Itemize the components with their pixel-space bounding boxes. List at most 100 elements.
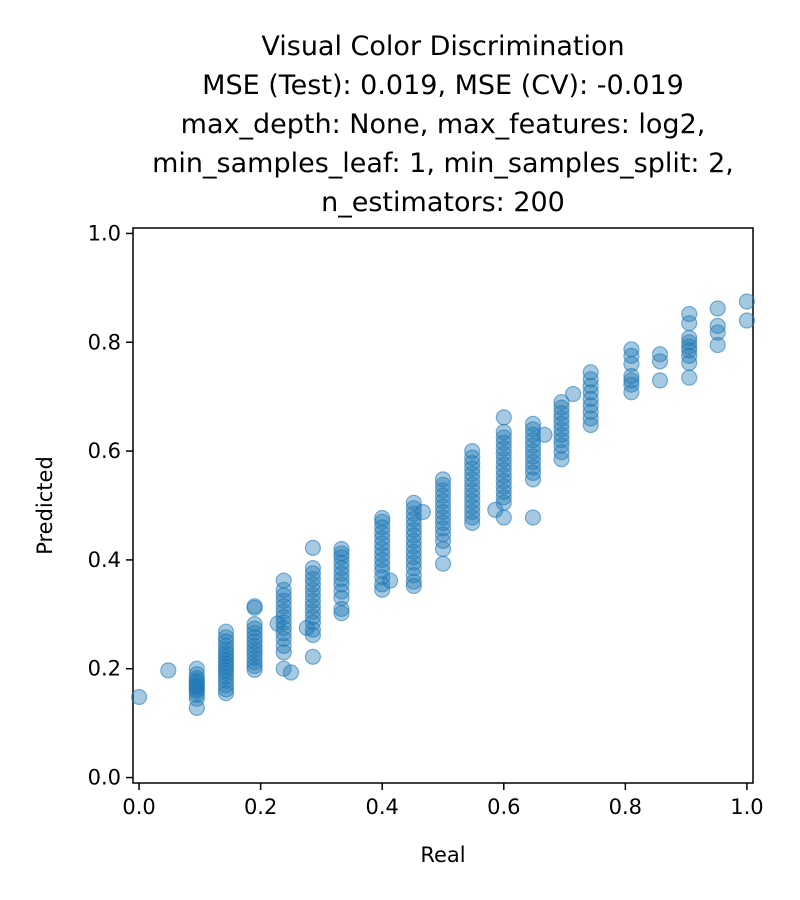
scatter-point [524,471,542,488]
scatter-point [246,620,263,637]
scatter-point [495,409,512,426]
scatter-point [623,347,640,364]
x-tick-label: 0.8 [609,795,642,819]
scatter-point [374,519,391,536]
scatter-point [495,509,512,526]
scatter-point [582,384,599,401]
scatter-point [246,633,263,650]
scatter-point [651,346,669,363]
x-tick-label: 0.0 [122,795,155,819]
data-points [131,293,756,717]
scatter-point [738,312,756,329]
scatter-point [333,589,350,607]
scatter-point [217,629,235,646]
scatter-point [434,526,452,543]
scatter-point [160,662,177,679]
scatter-point [681,338,698,355]
scatter-point [304,559,321,577]
scatter-point [681,305,698,323]
scatter-point [217,685,235,702]
scatter-point [434,476,452,493]
scatter-point [681,342,698,359]
scatter-point [217,641,235,658]
scatter-point [246,598,263,615]
scatter-point [333,545,350,562]
scatter-point [333,554,350,571]
scatter-point [651,372,669,389]
title-line: n_estimators: 200 [321,187,565,218]
scatter-point [246,637,263,655]
scatter-point [623,376,640,393]
scatter-point [304,626,321,644]
chart-title: Visual Color Discrimination MSE (Test): 0… [152,31,734,218]
scatter-point [681,347,698,364]
scatter-point [188,669,205,687]
y-tick-label: 0.8 [88,330,121,354]
scatter-point [582,390,599,407]
scatter-point [553,399,570,416]
scatter-point [333,540,350,558]
scatter-point [188,660,205,677]
scatter-point [414,503,431,521]
y-tick-label: 1.0 [88,221,121,245]
scatter-point [246,654,263,671]
title-line: max_depth: None, max_features: log2, [181,109,706,140]
scatter-point [582,410,599,427]
x-axis-label: Real [420,843,465,867]
scatter-point [582,416,599,434]
scatter-point [582,403,599,420]
scatter-point [405,500,422,517]
scatter-point [246,615,263,633]
scatter-point [464,449,481,466]
scatter-point [269,615,286,632]
scatter-point [246,649,263,667]
scatter-point [553,394,570,411]
scatter-point [524,415,542,432]
scatter-point [434,532,452,550]
scatter-point [246,624,263,641]
scatter-point [623,372,640,389]
scatter-point [304,565,321,582]
x-axis-ticks: 0.0 0.2 0.4 0.6 0.8 1.0 [122,783,764,819]
scatter-point [709,300,726,317]
scatter-point [217,681,235,698]
scatter-point [681,334,698,351]
scatter-point [374,509,391,527]
scatter-point [464,443,481,460]
scatter-point [374,569,391,586]
y-tick-label: 0.4 [88,548,121,572]
y-tick-label: 0.6 [88,439,121,463]
scatter-point [275,581,292,598]
scatter-point [434,471,452,488]
scatter-point [188,666,205,683]
scatter-point [681,369,698,386]
title-line: MSE (Test): 0.019, MSE (CV): -0.019 [202,70,684,101]
x-tick-label: 0.2 [244,795,277,819]
scatter-point [434,555,452,572]
scatter-point [623,341,640,358]
scatter-point [382,572,399,589]
scatter-point [217,623,235,640]
scatter-point [275,644,292,661]
scatter-point [709,336,726,354]
scatter-point [709,324,726,341]
scatter-point [405,573,422,590]
plot-area [132,227,754,784]
title-line: Visual Color Discrimination [261,31,624,62]
scatter-point [246,629,263,646]
title-line: min_samples_leaf: 1, min_samples_split: … [152,148,734,179]
x-tick-label: 0.4 [366,795,399,819]
y-axis-label: Predicted [33,456,57,555]
scatter-point [246,641,263,658]
scatter-point [464,455,481,472]
scatter-point [304,648,321,665]
scatter-point [582,377,599,394]
scatter-point [524,509,542,526]
scatter-point [131,688,148,706]
scatter-point [282,664,300,681]
scatter-point [217,637,235,655]
x-tick-label: 1.0 [730,795,763,819]
y-tick-label: 0.2 [88,657,121,681]
scatter-point [709,317,726,334]
